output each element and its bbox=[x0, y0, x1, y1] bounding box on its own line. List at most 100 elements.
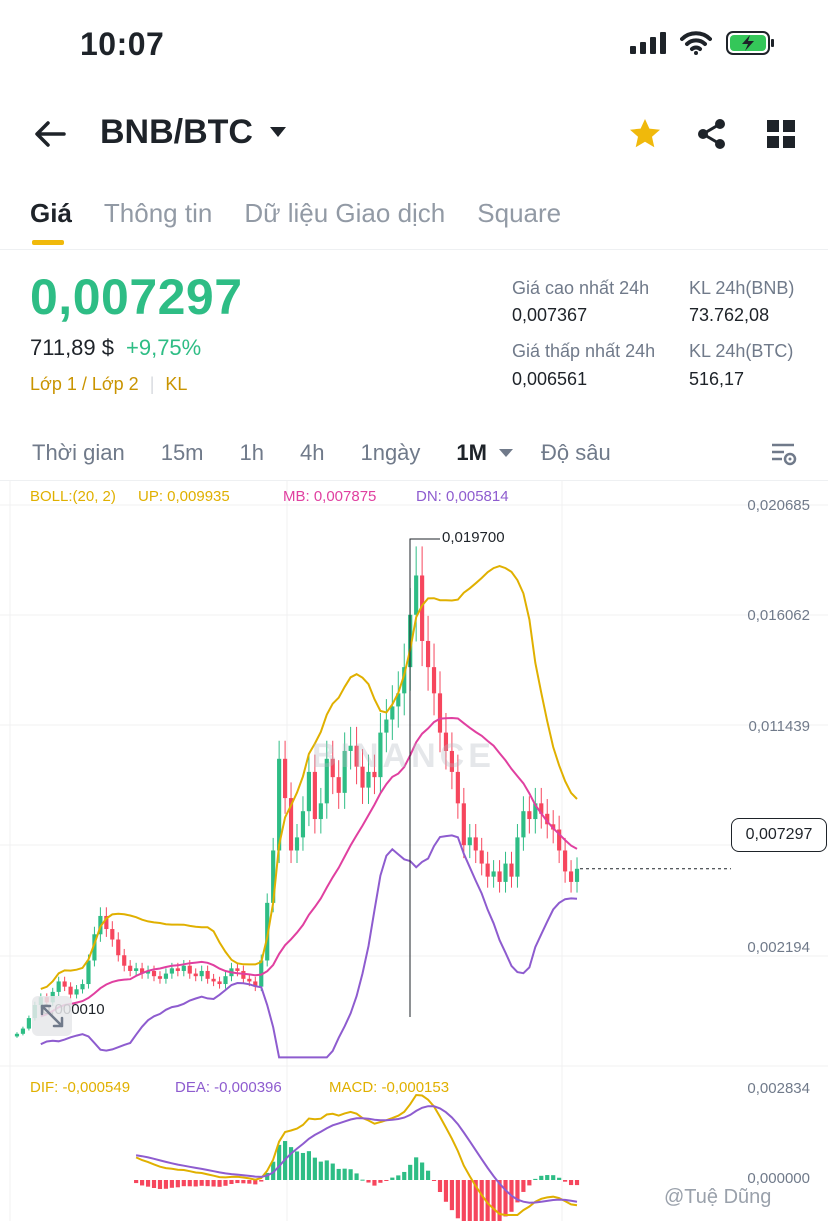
candle bbox=[80, 984, 85, 990]
interval-4h[interactable]: 4h bbox=[299, 440, 325, 465]
watermark: BINANCE bbox=[312, 737, 495, 775]
candle bbox=[527, 811, 532, 820]
macd-value: MACD: -0,000153 bbox=[329, 1079, 450, 1096]
macd-bar bbox=[425, 1170, 431, 1180]
macd-bar bbox=[247, 1180, 252, 1184]
macd-bar bbox=[574, 1180, 580, 1186]
macd-dif-value: DIF: -0,000549 bbox=[30, 1079, 131, 1096]
share-icon[interactable] bbox=[694, 116, 730, 152]
vol-quote-label: KL 24h(BTC) bbox=[689, 341, 794, 361]
divider bbox=[0, 480, 828, 481]
vol-base-label: KL 24h(BNB) bbox=[689, 278, 795, 298]
candle bbox=[20, 1028, 26, 1034]
macd-bar bbox=[360, 1179, 365, 1181]
interval-selected[interactable]: 1M bbox=[456, 440, 487, 465]
category-tags[interactable]: Lớp 1 / Lớp 2 | KL bbox=[30, 374, 187, 395]
macd-bar bbox=[300, 1152, 306, 1180]
macd-bar bbox=[402, 1171, 407, 1180]
expand-chart-button[interactable] bbox=[32, 996, 72, 1036]
candle bbox=[217, 981, 222, 985]
macd-bar bbox=[396, 1175, 401, 1180]
interval-15m[interactable]: 15m bbox=[160, 440, 204, 465]
candle bbox=[473, 837, 478, 851]
macd-bar bbox=[563, 1180, 568, 1182]
tab-square[interactable]: Square bbox=[477, 198, 562, 228]
macd-bar bbox=[157, 1180, 163, 1189]
macd-bar bbox=[431, 1180, 437, 1181]
caret-down-icon[interactable] bbox=[270, 127, 286, 137]
max-price-marker: 0,019700 bbox=[442, 529, 505, 546]
macd-bar bbox=[443, 1180, 449, 1202]
macd-bar bbox=[330, 1163, 335, 1180]
depth-tab[interactable]: Độ sâu bbox=[540, 440, 611, 465]
candle bbox=[336, 777, 341, 793]
max-marker-line bbox=[409, 538, 440, 1017]
axis-label-4: 0,002194 bbox=[747, 939, 810, 956]
macd-bar bbox=[169, 1180, 174, 1188]
macd-bar bbox=[187, 1180, 192, 1187]
candle bbox=[145, 970, 151, 974]
tab-trading-data[interactable]: Dữ liệu Giao dịch bbox=[244, 198, 446, 228]
macd-bar bbox=[384, 1180, 389, 1181]
boll-mb-value: MB: 0,007875 bbox=[283, 488, 377, 505]
candle bbox=[235, 968, 240, 971]
tag-layer[interactable]: Lớp 1 / Lớp 2 bbox=[30, 374, 139, 394]
candle bbox=[443, 732, 449, 751]
candle bbox=[157, 976, 163, 979]
low-24h-label: Giá thấp nhất 24h bbox=[512, 341, 656, 361]
candle bbox=[509, 863, 514, 877]
interval-1d[interactable]: 1ngày bbox=[360, 440, 421, 465]
macd-bar bbox=[503, 1180, 508, 1217]
star-icon[interactable] bbox=[627, 116, 663, 152]
macd-bar bbox=[312, 1157, 317, 1180]
candle bbox=[163, 973, 169, 979]
interval-time[interactable]: Thời gian bbox=[32, 440, 125, 465]
high-24h-value: 0,007367 bbox=[512, 305, 588, 325]
tag-kl[interactable]: KL bbox=[165, 374, 188, 394]
tab-price[interactable]: Giá bbox=[30, 198, 72, 245]
candle bbox=[402, 667, 407, 694]
credit-watermark: @Tuệ Dũng bbox=[664, 1186, 772, 1208]
candle bbox=[26, 1018, 31, 1029]
chart-grid bbox=[0, 480, 828, 1221]
macd-bar bbox=[568, 1180, 574, 1186]
candle bbox=[390, 706, 395, 720]
macd-bar bbox=[408, 1164, 413, 1180]
tab-info[interactable]: Thông tin bbox=[103, 198, 213, 228]
macd-histogram bbox=[134, 1141, 580, 1221]
macd-bar bbox=[223, 1180, 228, 1186]
macd-bar bbox=[306, 1151, 312, 1180]
candle bbox=[306, 771, 312, 812]
pair-title[interactable]: BNB/BTC bbox=[100, 113, 253, 151]
macd-bar bbox=[551, 1175, 556, 1180]
macd-bar bbox=[372, 1180, 377, 1186]
boll-label: BOLL:(20, 2) bbox=[30, 488, 116, 505]
candle bbox=[515, 837, 520, 877]
candle bbox=[277, 758, 282, 851]
tag-separator: | bbox=[149, 374, 155, 394]
candle bbox=[348, 745, 353, 751]
candle bbox=[384, 719, 389, 733]
candle bbox=[420, 575, 425, 641]
macd-bar bbox=[521, 1180, 526, 1192]
boll-dn-line bbox=[40, 834, 578, 1059]
candlestick-chart[interactable] bbox=[0, 480, 828, 1221]
macd-bar bbox=[199, 1180, 204, 1186]
macd-axis-label-1: 0,002834 bbox=[747, 1080, 810, 1097]
wifi-icon bbox=[680, 31, 712, 55]
status-icons bbox=[630, 30, 776, 56]
interval-1h[interactable]: 1h bbox=[239, 440, 264, 465]
back-arrow-icon[interactable] bbox=[32, 116, 68, 152]
candle bbox=[104, 915, 109, 930]
chart-settings-icon[interactable] bbox=[770, 440, 798, 468]
candle bbox=[372, 771, 377, 778]
macd-bar bbox=[485, 1180, 490, 1221]
macd-bar bbox=[288, 1147, 294, 1180]
grid-icon[interactable] bbox=[763, 116, 799, 152]
interval-caret-icon[interactable] bbox=[498, 449, 513, 457]
boll-up-line bbox=[40, 565, 578, 990]
candle bbox=[300, 811, 306, 838]
macd-bar bbox=[479, 1180, 484, 1221]
macd-bar bbox=[449, 1180, 454, 1211]
macd-bar bbox=[241, 1180, 246, 1184]
